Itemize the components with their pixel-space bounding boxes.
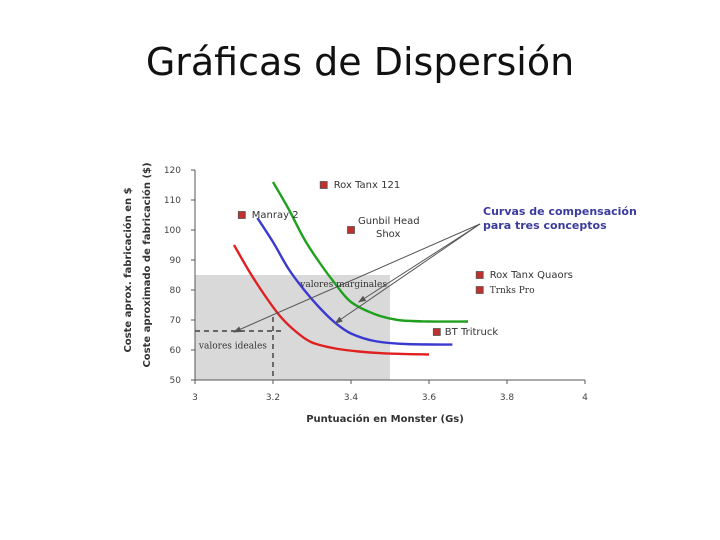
x-tick-label: 3.8 (500, 393, 515, 403)
point-marker (475, 271, 484, 279)
annotation-arrow (357, 223, 481, 303)
annotation-line-1: Curvas de compensación (483, 205, 637, 218)
point-label: Trnks Pro (490, 286, 535, 296)
curve-green (271, 181, 469, 323)
ideal-region-label: valores ideales (198, 342, 267, 352)
point-marker (237, 211, 246, 219)
annotation-arrow (334, 223, 481, 324)
curve-blue (256, 217, 453, 346)
y-tick-label: 50 (170, 376, 182, 386)
y-tick-label: 70 (170, 316, 182, 326)
y-tick-label: 90 (170, 256, 182, 266)
point-label: Gunbil Head Shox (358, 216, 420, 240)
y-tick-label: 110 (164, 196, 181, 206)
y-tick-label: 80 (170, 286, 182, 296)
point-marker (347, 226, 355, 234)
point-label: Rox Tanx Quaors (490, 270, 573, 281)
point-marker (319, 181, 328, 189)
y-tick-label: 120 (164, 166, 181, 176)
x-tick-label: 3.4 (344, 393, 359, 403)
point-marker (475, 286, 484, 294)
y-axis-title-2: Coste aproximado de fabricación ($) (141, 162, 153, 367)
x-tick-label: 4 (582, 393, 588, 403)
x-tick-label: 3 (192, 393, 198, 403)
y-axis-title-1: Coste aprox. fabricación en $ (122, 187, 134, 352)
x-axis-title: Puntuación en Monster (Gs) (306, 413, 464, 425)
y-tick-label: 60 (170, 346, 182, 356)
point-label: BT Tritruck (445, 327, 499, 338)
point-label: Rox Tanx 121 (334, 180, 401, 191)
marginal-region-label: valores marginales (299, 280, 387, 290)
y-tick-label: 100 (164, 226, 181, 236)
annotation-line-2: para tres conceptos (483, 219, 607, 232)
annotation-arrow (233, 223, 481, 333)
x-tick-label: 3.2 (266, 393, 280, 403)
point-label: Manray 2 (252, 210, 299, 221)
curve-red (232, 244, 430, 356)
x-tick-label: 3.6 (422, 393, 437, 403)
slide-title: Gráficas de Dispersión (145, 40, 575, 84)
point-marker (432, 328, 441, 336)
